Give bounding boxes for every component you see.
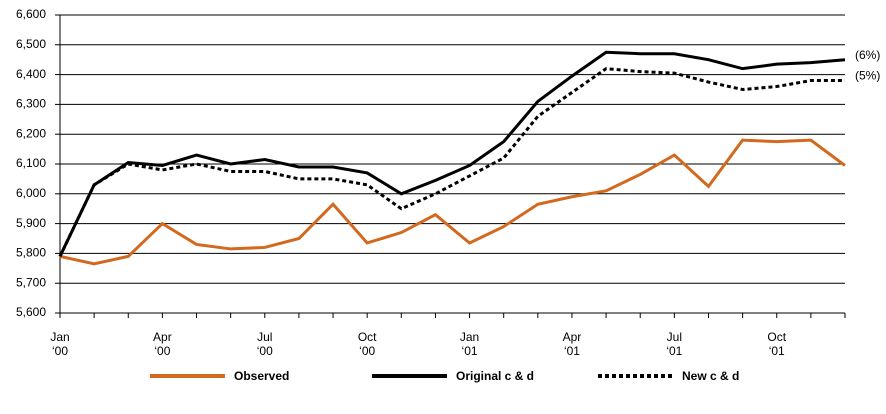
x-tick-label: Oct bbox=[767, 330, 786, 344]
x-tick-label: Jan bbox=[50, 330, 69, 344]
legend-label: Original c & d bbox=[456, 369, 534, 383]
x-tick-label: Apr bbox=[563, 330, 582, 344]
series-line bbox=[58, 67, 845, 258]
x-tick-label: Jul bbox=[667, 330, 682, 344]
x-tick-label: Oct bbox=[358, 330, 377, 344]
series-line bbox=[58, 50, 846, 258]
y-tick-label: 5,700 bbox=[16, 275, 46, 289]
y-tick-label: 6,100 bbox=[16, 156, 46, 170]
x-tick-label: ‘01 bbox=[564, 344, 580, 358]
y-tick-label: 6,000 bbox=[16, 186, 46, 200]
y-tick-label: 6,300 bbox=[16, 97, 46, 111]
y-tick-label: 6,200 bbox=[16, 126, 46, 140]
x-tick-label: Jan bbox=[460, 330, 479, 344]
y-tick-label: 6,500 bbox=[16, 37, 46, 51]
x-tick-label: ‘00 bbox=[52, 344, 68, 358]
x-tick-label: ‘01 bbox=[462, 344, 478, 358]
end-label: (6%) bbox=[855, 48, 880, 62]
x-tick-label: ‘00 bbox=[154, 344, 170, 358]
x-tick-label: ‘01 bbox=[769, 344, 785, 358]
legend-label: Observed bbox=[234, 369, 289, 383]
x-tick-label: ‘00 bbox=[359, 344, 375, 358]
series-line bbox=[59, 138, 846, 266]
y-tick-label: 6,400 bbox=[16, 67, 46, 81]
y-tick-label: 6,600 bbox=[16, 7, 46, 21]
y-tick-label: 5,900 bbox=[16, 216, 46, 230]
end-label: (5%) bbox=[855, 69, 880, 83]
y-tick-label: 5,600 bbox=[16, 305, 46, 319]
x-tick-label: ‘01 bbox=[666, 344, 682, 358]
x-tick-label: Apr bbox=[153, 330, 172, 344]
x-tick-label: Jul bbox=[257, 330, 272, 344]
y-tick-label: 5,800 bbox=[16, 246, 46, 260]
legend-label: New c & d bbox=[682, 369, 739, 383]
x-tick-label: ‘00 bbox=[257, 344, 273, 358]
